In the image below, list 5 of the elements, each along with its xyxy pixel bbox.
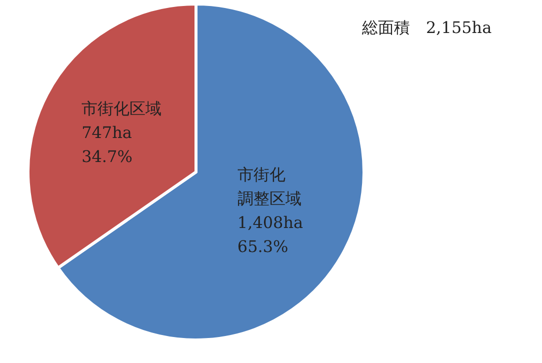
text: 総面積 2,155ha [362,17,492,39]
slice-label: 市街化調整区域 [237,164,302,208]
data-label: 747ha 34.7% [82,123,132,166]
slice-label: 市街化区域 [82,99,162,118]
data-label: 1,408ha 65.3% [237,212,304,256]
